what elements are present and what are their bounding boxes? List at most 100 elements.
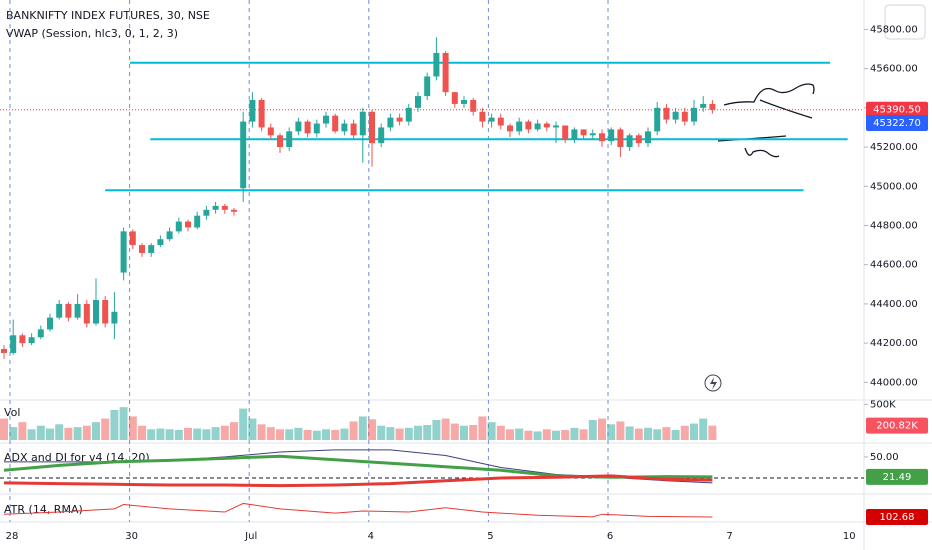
candle-body <box>304 121 311 134</box>
candle-body <box>139 245 145 253</box>
indicator-line <box>3 474 713 488</box>
volume-bar <box>644 427 652 440</box>
candle-body <box>295 121 302 132</box>
volume-bar <box>552 430 560 440</box>
volume-bar <box>395 428 404 440</box>
candle-body <box>663 107 670 120</box>
volume-bar <box>349 421 358 440</box>
volume-bar <box>460 425 468 440</box>
volume-bar <box>331 430 340 440</box>
volume-bar <box>92 422 100 440</box>
volume-bar <box>515 428 524 440</box>
candle-body <box>148 245 155 253</box>
candle-body <box>102 300 109 324</box>
candle-body <box>461 100 467 104</box>
candle-body <box>286 131 293 148</box>
candle-body <box>396 117 403 122</box>
candle-body <box>424 76 431 97</box>
volume-bar <box>680 425 689 440</box>
candle-body <box>451 92 458 104</box>
candle-body <box>129 231 136 246</box>
volume-bar <box>690 423 698 440</box>
candle-body <box>350 123 357 136</box>
candle-body <box>617 129 624 148</box>
volume-bar <box>708 425 717 440</box>
volume-bar <box>533 431 542 440</box>
volume-bar <box>607 424 616 440</box>
volume-bar <box>478 416 487 440</box>
price-label-box <box>866 115 928 131</box>
candle-body <box>571 129 578 140</box>
volume-bar <box>156 428 165 440</box>
volume-bar <box>625 426 634 440</box>
volume-bar <box>110 410 119 440</box>
candle-body <box>359 111 366 136</box>
volume-bar <box>64 427 73 440</box>
candle-body <box>56 303 63 318</box>
volume-bar <box>138 425 146 440</box>
y-tick-label: 44200.00 <box>870 338 918 349</box>
candle-body <box>672 111 679 120</box>
y-tick-label: 44600.00 <box>870 260 918 271</box>
x-tick-label: 4 <box>368 531 374 542</box>
candle-body <box>240 121 247 189</box>
volume-bar <box>248 418 257 440</box>
candle-body <box>378 127 385 144</box>
x-tick-label: 5 <box>487 531 493 542</box>
price-label-box <box>866 509 928 526</box>
volume-bar <box>469 425 478 440</box>
price-label: 200.82K <box>876 421 918 432</box>
volume-bar <box>174 430 183 440</box>
pane-title: ATR (14, RMA) <box>4 503 83 516</box>
candle-body <box>157 239 164 246</box>
candle-body <box>37 329 44 338</box>
candle-body <box>525 121 532 130</box>
volume-bar <box>257 424 266 440</box>
candle-body <box>608 129 615 142</box>
y-tick-label: 44000.00 <box>870 377 918 388</box>
settings-button[interactable] <box>884 4 926 40</box>
price-label: 45322.70 <box>873 118 921 129</box>
candle-body <box>562 125 569 140</box>
volume-bar <box>9 427 18 440</box>
y-tick-label: 45200.00 <box>870 142 918 153</box>
alert-icon-bolt <box>710 377 717 390</box>
candle-body <box>534 123 541 130</box>
candle-body <box>691 107 697 122</box>
candle-body <box>19 335 26 344</box>
volume-bar <box>368 419 376 440</box>
price-label: 21.49 <box>883 472 912 483</box>
candle-body <box>323 115 329 124</box>
volume-bar <box>340 428 349 440</box>
candle-body <box>47 317 53 330</box>
candle-body <box>415 96 421 108</box>
hand-drawing <box>717 83 815 158</box>
volume-bar <box>266 427 275 440</box>
volume-bar <box>239 408 248 440</box>
volume-bar <box>101 418 110 440</box>
volume-bar <box>487 422 496 440</box>
volume-bar <box>496 425 505 440</box>
chart-title: BANKNIFTY INDEX FUTURES, 30, NSE <box>6 9 210 22</box>
candle-body <box>470 100 477 112</box>
candle-body <box>83 303 90 324</box>
volume-bar <box>27 429 36 440</box>
candle-body <box>387 117 394 128</box>
volume-bar <box>82 425 91 440</box>
candle-body <box>313 123 320 134</box>
alert-icon[interactable] <box>704 374 722 392</box>
indicator-line <box>3 502 713 518</box>
y-tick-label: 500K <box>870 399 896 410</box>
volume-bar <box>561 430 570 440</box>
candle-body <box>221 205 228 210</box>
candle-body <box>267 127 274 136</box>
volume-bar <box>165 429 174 440</box>
y-tick-label: 44800.00 <box>870 220 918 231</box>
candle-body <box>74 303 81 318</box>
volume-bar <box>211 427 220 440</box>
volume-bar <box>46 428 54 440</box>
candle-body <box>700 103 707 108</box>
volume-bar <box>450 423 459 440</box>
candle-body <box>479 111 486 122</box>
